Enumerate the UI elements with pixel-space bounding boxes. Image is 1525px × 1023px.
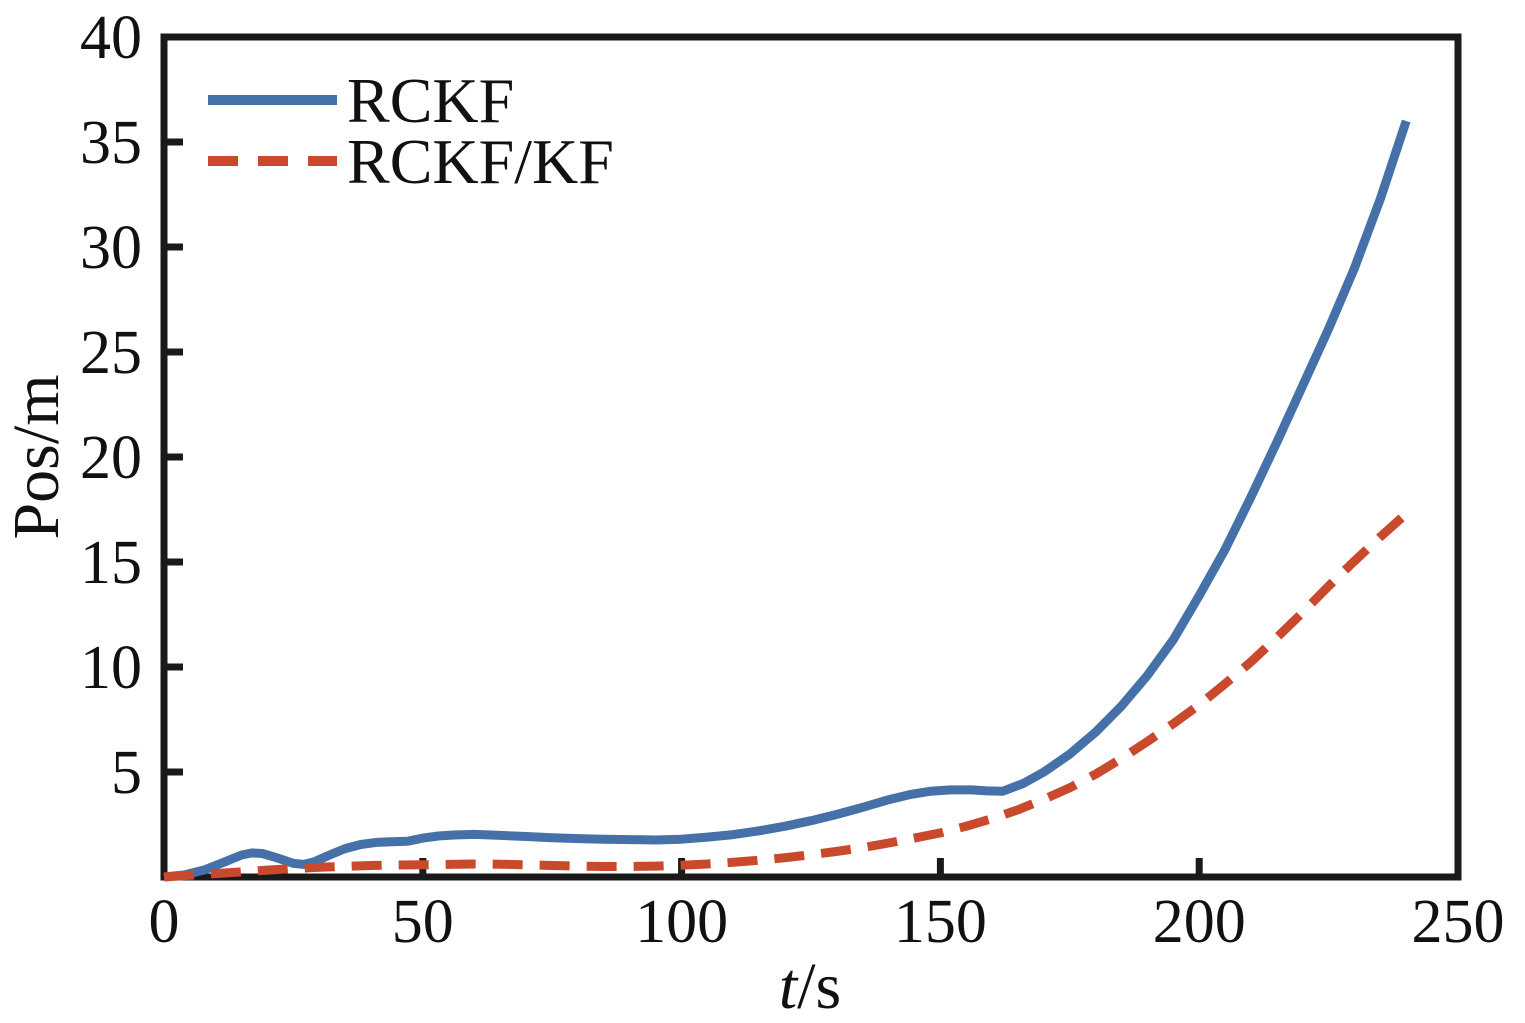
y-tick-label: 10: [80, 634, 142, 702]
x-tick-label: 250: [1412, 888, 1505, 956]
x-tick-label: 50: [392, 888, 454, 956]
y-tick-label: 15: [80, 529, 142, 597]
y-tick-label: 35: [80, 109, 142, 177]
legend-label-rckf: RCKF: [347, 65, 514, 136]
y-tick-label: 30: [80, 214, 142, 282]
series-line-rckf: [163, 119, 1411, 882]
y-tick-label: 25: [80, 319, 142, 387]
y-tick-label: 20: [80, 424, 142, 492]
x-tick-label: 0: [149, 888, 180, 956]
y-axis-tick-labels: 5 10 15 20 25 30 35 40: [80, 4, 142, 807]
legend-label-rckf-kf: RCKF/KF: [347, 126, 614, 197]
y-tick-label: 40: [80, 4, 142, 72]
x-tick-label: 200: [1153, 888, 1246, 956]
series-line-rckf-kf: [163, 510, 1410, 882]
y-axis-ticks: [164, 138, 183, 776]
legend: RCKF RCKF/KF: [208, 65, 614, 197]
x-tick-label: 150: [894, 888, 987, 956]
y-axis-title: Pos/m: [0, 374, 73, 539]
x-axis-tick-labels: 0 50 100 150 200 250: [149, 888, 1505, 956]
x-axis-title: t/s: [779, 950, 841, 1023]
x-tick-label: 100: [635, 888, 728, 956]
y-tick-label: 5: [111, 739, 142, 807]
